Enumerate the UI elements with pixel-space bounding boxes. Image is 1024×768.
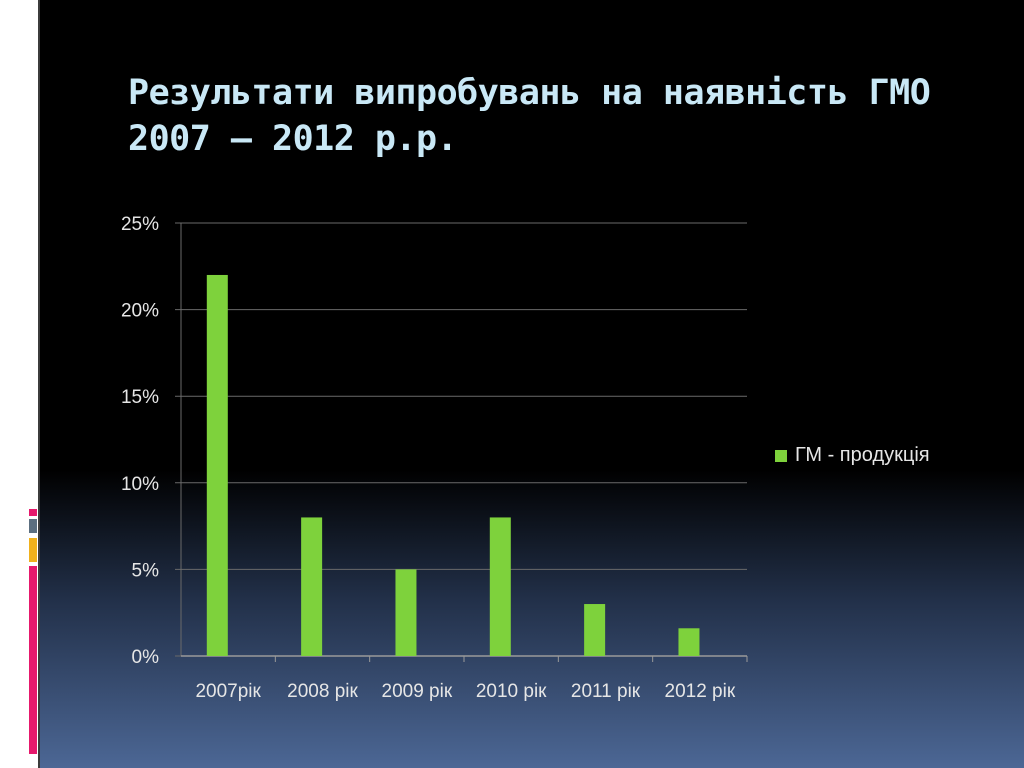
deco-bar-slate [29, 519, 37, 533]
slide-title-line-2: 2007 – 2012 р.р. [128, 119, 458, 159]
deco-bar-gold [29, 538, 37, 562]
deco-bar-pink-top [29, 509, 37, 516]
y-tick-label: 10% [121, 474, 159, 495]
x-tick-label: 2007рік [195, 681, 261, 702]
x-tick-label: 2010 рік [476, 681, 547, 702]
bar [489, 517, 511, 656]
slide-title-line-1: Результати випробувань на наявність ГМО [128, 73, 931, 113]
bar [584, 604, 606, 656]
slide-title: Результати випробувань на наявність ГМО … [128, 70, 988, 162]
sidebar-edge-line [38, 0, 40, 768]
y-tick-label: 15% [121, 387, 159, 408]
y-tick-label: 25% [121, 214, 159, 235]
legend-swatch [775, 449, 787, 462]
bar [301, 517, 323, 656]
chart-legend: ГМ - продукція [775, 444, 930, 467]
deco-bar-pink-long [29, 566, 37, 754]
bar [678, 628, 700, 656]
x-tick-label: 2011 рік [571, 681, 641, 702]
x-tick-label: 2008 рік [287, 681, 358, 702]
bar [395, 569, 417, 656]
y-tick-label: 5% [132, 560, 160, 581]
x-tick-label: 2012 рік [665, 681, 736, 702]
y-tick-label: 0% [132, 647, 160, 668]
legend-label: ГМ - продукція [795, 444, 930, 466]
bar [206, 274, 228, 656]
y-tick-label: 20% [121, 301, 159, 322]
x-tick-label: 2009 рік [382, 681, 453, 702]
